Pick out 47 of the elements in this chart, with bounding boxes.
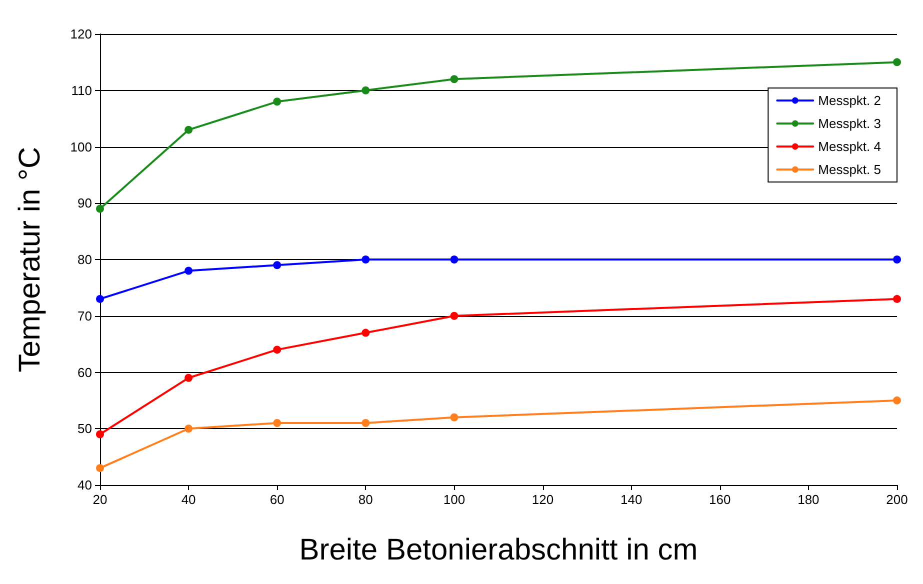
- x-tick-label: 20: [92, 492, 108, 507]
- point: [273, 98, 282, 106]
- point: [450, 413, 458, 422]
- point: [362, 418, 370, 427]
- point: [362, 256, 370, 264]
- y-tick-label: 100: [70, 139, 92, 154]
- point: [893, 294, 901, 303]
- point: [893, 396, 901, 404]
- x-tick-label: 160: [709, 492, 731, 507]
- point: [450, 256, 458, 264]
- point: [96, 464, 104, 472]
- x-tick-label: 200: [886, 492, 908, 507]
- point: [273, 418, 282, 427]
- y-tick-label: 70: [78, 308, 92, 324]
- y-tick-label: 40: [78, 478, 92, 492]
- point: [893, 58, 901, 66]
- point: [96, 294, 104, 303]
- point: [450, 75, 458, 84]
- y-tick-label: 50: [78, 421, 92, 436]
- point: [184, 126, 193, 134]
- x-tick-label: 80: [358, 492, 373, 507]
- x-axis-title: Breite Betonierabschnitt in cm: [299, 534, 698, 566]
- point: [362, 86, 370, 94]
- x-tick-label: 40: [181, 492, 196, 507]
- point: [273, 346, 282, 354]
- y-tick-label: 80: [78, 252, 92, 267]
- x-tick-label: 180: [798, 492, 820, 507]
- y-tick-label: 90: [78, 196, 92, 211]
- y-tick-label: 110: [71, 82, 92, 98]
- legend-label: Messpkt. 5: [818, 162, 882, 177]
- legend-label: Messpkt. 4: [818, 139, 882, 154]
- x-tick-label: 60: [270, 492, 284, 507]
- x-tick-label: 120: [532, 492, 554, 507]
- y-axis-title: Temperatur in °C: [14, 146, 46, 372]
- x-tick-label: 140: [620, 492, 642, 507]
- point: [273, 261, 282, 270]
- point: [362, 328, 370, 337]
- point: [184, 374, 193, 382]
- x-tick-label: 100: [443, 492, 466, 507]
- y-tick-label: 60: [78, 364, 92, 380]
- y-tick-label: 120: [70, 26, 92, 42]
- legend-label: Messpkt. 3: [818, 116, 882, 131]
- point: [893, 256, 901, 264]
- point: [184, 266, 193, 275]
- point: [184, 424, 193, 433]
- legend-label: Messpkt. 2: [818, 93, 882, 108]
- point: [450, 312, 458, 320]
